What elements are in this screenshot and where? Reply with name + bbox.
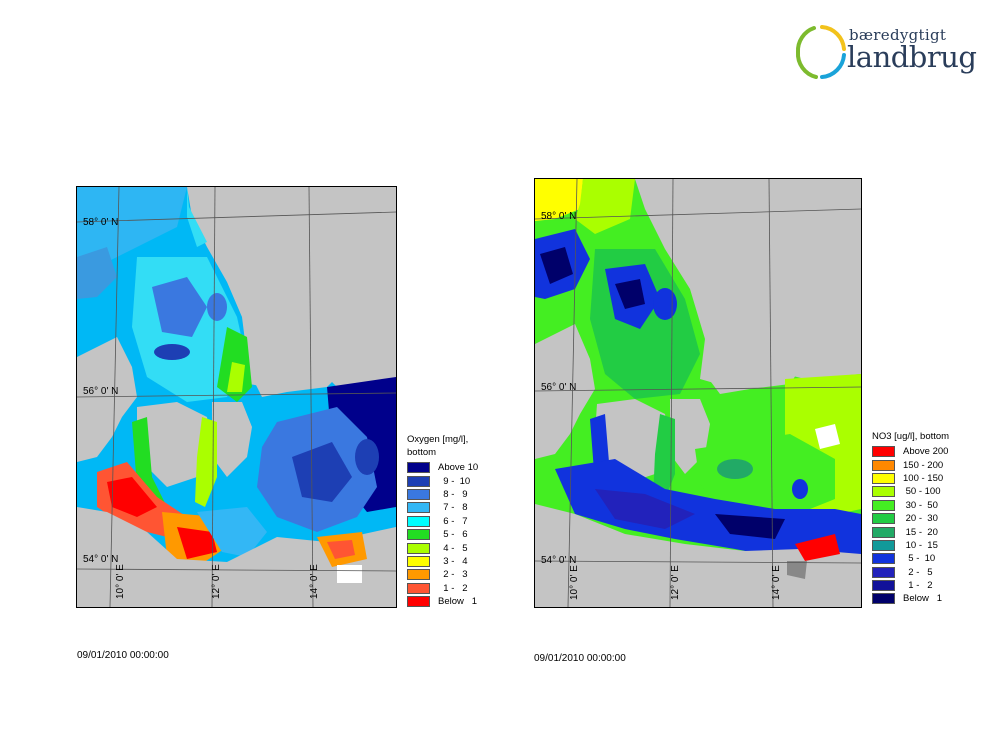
oxygen-legend-row: 3 - 4 (407, 555, 478, 568)
no3-legend-row: Below 1 (872, 592, 949, 605)
no3-legend-label: 15 - 20 (903, 526, 938, 538)
no3-legend-label: 100 - 150 (903, 472, 944, 484)
oxygen-legend-label: 2 - 3 (438, 569, 468, 581)
oxygen-legend-swatch (407, 515, 430, 527)
no3-legend-row: 2 - 5 (872, 566, 949, 579)
oxygen-legend-label: 3 - 4 (438, 555, 468, 567)
oxygen-legend-swatch (407, 582, 430, 594)
no3-timestamp: 09/01/2010 00:00:00 (534, 653, 626, 664)
oxygen-legend-title-line1: Oxygen [mg/l], (407, 434, 469, 445)
no3-legend-swatch (872, 526, 895, 538)
no3-legend-row: Above 200 (872, 445, 949, 458)
oxygen-legend-swatch (407, 542, 430, 554)
lat-label-58: 58° 0' N (83, 217, 118, 228)
no3-legend-swatch (872, 459, 895, 471)
oxygen-legend-swatch (407, 488, 430, 500)
no3-legend-swatch (872, 553, 895, 565)
logo-ring-icon (795, 25, 846, 79)
no3-legend-label: 10 - 15 (903, 539, 938, 551)
oxygen-legend-swatch (407, 596, 430, 608)
no3-legend-label: 20 - 30 (903, 513, 938, 525)
no3-legend: NO3 [ug/l], bottom Above 200 150 - 200 100… (872, 430, 949, 606)
oxygen-legend-row: 9 - 10 (407, 474, 478, 487)
lon-label-10: 10° 0' E (569, 565, 580, 600)
no3-legend-row: 20 - 30 (872, 512, 949, 525)
oxygen-legend-label: Below 1 (438, 596, 478, 608)
oxygen-legend-title-line2: bottom (407, 447, 437, 458)
no3-legend-swatch (872, 513, 895, 525)
oxygen-legend-row: Above 10 (407, 461, 478, 474)
no3-legend-title: NO3 [ug/l], bottom (872, 431, 950, 442)
lon-label-14: 14° 0' E (771, 565, 782, 600)
no3-legend-row: 150 - 200 (872, 458, 949, 471)
lat-label-54: 54° 0' N (541, 555, 576, 566)
no3-legend-swatch (872, 486, 895, 498)
lat-label-56: 56° 0' N (83, 386, 118, 397)
no3-legend-label: 5 - 10 (903, 553, 936, 565)
oxygen-legend-row: Below 1 (407, 595, 478, 608)
lat-label-56: 56° 0' N (541, 382, 576, 393)
oxygen-legend-row: 2 - 3 (407, 568, 478, 581)
lon-label-14: 14° 0' E (309, 564, 320, 599)
lon-label-12: 12° 0' E (670, 565, 681, 600)
no3-legend-swatch (872, 593, 895, 605)
oxygen-legend-label: 4 - 5 (438, 542, 468, 554)
no3-legend-row: 15 - 20 (872, 525, 949, 538)
oxygen-legend-row: 4 - 5 (407, 541, 478, 554)
oxygen-legend-swatch (407, 475, 430, 487)
oxygen-timestamp: 09/01/2010 00:00:00 (77, 650, 169, 661)
oxygen-legend-label: 5 - 6 (438, 529, 468, 541)
no3-legend-label: 50 - 100 (903, 486, 941, 498)
oxygen-legend-row: 8 - 9 (407, 488, 478, 501)
baeredygtigt-landbrug-logo: bæredygtigt landbrug (792, 20, 977, 84)
no3-legend-swatch (872, 566, 895, 578)
oxygen-legend-label: 7 - 8 (438, 502, 468, 514)
no3-legend-swatch (872, 580, 895, 592)
no3-legend-row: 30 - 50 (872, 499, 949, 512)
oxygen-legend-swatch (407, 529, 430, 541)
no3-legend-swatch (872, 539, 895, 551)
no3-legend-label: 30 - 50 (903, 499, 938, 511)
no3-legend-row: 5 - 10 (872, 552, 949, 565)
logo-text-line2: landbrug (847, 40, 977, 74)
lon-label-10: 10° 0' E (115, 564, 126, 599)
no3-legend-swatch (872, 472, 895, 484)
oxygen-legend-label: 9 - 10 (438, 475, 471, 487)
no3-legend-label: 2 - 5 (903, 566, 933, 578)
no3-legend-row: 50 - 100 (872, 485, 949, 498)
no3-map: 58° 0' N 56° 0' N 54° 0' N 10° 0' E 12° … (534, 178, 862, 608)
oxygen-legend-label: 8 - 9 (438, 488, 468, 500)
lat-label-54: 54° 0' N (83, 554, 118, 565)
oxygen-legend-label: 1 - 2 (438, 582, 468, 594)
oxygen-legend-swatch (407, 462, 430, 474)
oxygen-legend-swatch (407, 555, 430, 567)
no3-legend-label: Below 1 (903, 593, 943, 605)
oxygen-legend-label: Above 10 (438, 462, 479, 474)
oxygen-legend-row: 5 - 6 (407, 528, 478, 541)
oxygen-legend-row: 6 - 7 (407, 515, 478, 528)
no3-legend-label: Above 200 (903, 446, 949, 458)
oxygen-map: 58° 0' N 56° 0' N 54° 0' N 10° 0' E 12° … (76, 186, 397, 608)
oxygen-legend-swatch (407, 569, 430, 581)
no3-legend-swatch (872, 499, 895, 511)
oxygen-legend-row: 7 - 8 (407, 501, 478, 514)
lon-label-12: 12° 0' E (211, 564, 222, 599)
no3-legend-swatch (872, 446, 895, 458)
oxygen-legend-swatch (407, 502, 430, 514)
oxygen-legend-label: 6 - 7 (438, 515, 468, 527)
logo-text-line1: bæredygtigt (849, 26, 947, 44)
lat-label-58: 58° 0' N (541, 211, 576, 222)
oxygen-legend: Oxygen [mg/l], bottom Above 10 9 - 10 8 … (407, 433, 478, 608)
no3-legend-label: 1 - 2 (903, 580, 933, 592)
no3-legend-row: 1 - 2 (872, 579, 949, 592)
no3-legend-label: 150 - 200 (903, 459, 944, 471)
no3-legend-row: 100 - 150 (872, 472, 949, 485)
oxygen-legend-row: 1 - 2 (407, 582, 478, 595)
no3-legend-row: 10 - 15 (872, 539, 949, 552)
